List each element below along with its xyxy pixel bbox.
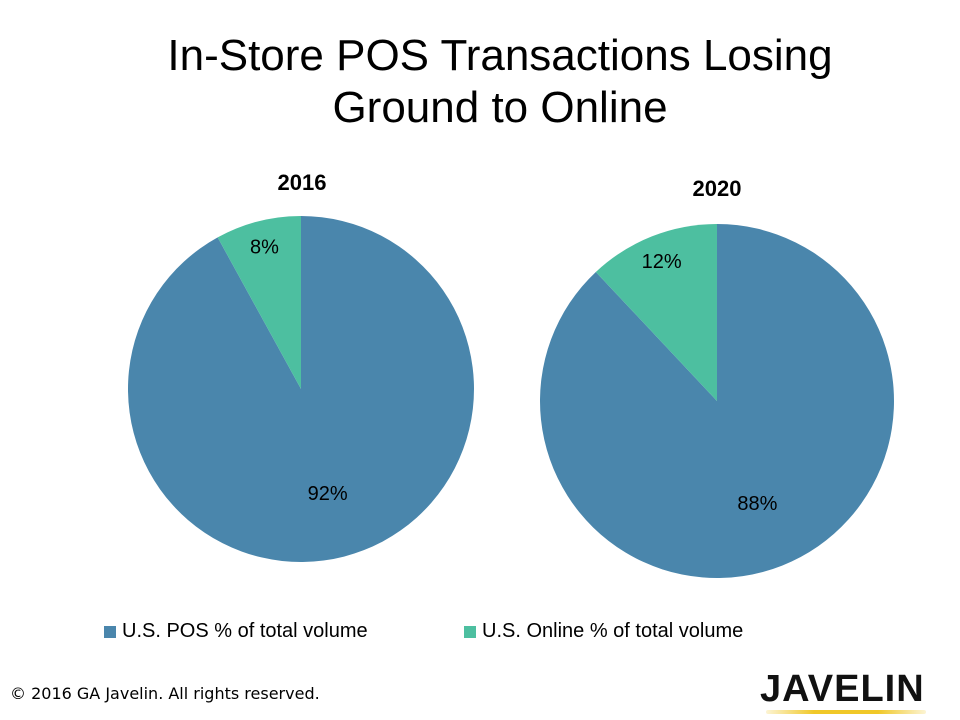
logo-text: JAVELIN [760, 668, 925, 710]
copyright-text: © 2016 GA Javelin. All rights reserved. [10, 684, 320, 703]
pie-title-2020: 2020 [692, 176, 742, 201]
javelin-logo: JAVELIN [760, 670, 930, 716]
logo-underline [766, 710, 926, 714]
legend-swatch-online [464, 625, 476, 638]
pie-2016-slice-online [217, 216, 301, 389]
chart-title-line2: Ground to Online [332, 83, 668, 132]
chart-title-line1: In-Store POS Transactions Losing [167, 31, 833, 80]
chart-title: In-Store POS Transactions Losing Ground … [60, 30, 940, 134]
pie-2020-slice-online [595, 224, 717, 401]
legend-swatch-pos [104, 625, 116, 638]
pie-2020: 88% 12% [540, 224, 895, 578]
legend-item-pos: U.S. POS % of total volume [104, 620, 368, 643]
pie-title-2016: 2016 [277, 170, 327, 195]
pie-2016-label-online: 8% [250, 237, 279, 259]
pie-2020-label-online: 12% [642, 251, 682, 273]
legend: U.S. POS % of total volume U.S. Online %… [0, 620, 960, 650]
legend-item-online: U.S. Online % of total volume [464, 620, 743, 643]
pie-2016: 92% 8% [127, 216, 475, 562]
pie-2020-label-pos: 88% [737, 493, 777, 515]
legend-label-pos: U.S. POS % of total volume [122, 620, 368, 642]
pie-2016-label-pos: 92% [308, 483, 348, 505]
legend-label-online: U.S. Online % of total volume [482, 620, 744, 642]
